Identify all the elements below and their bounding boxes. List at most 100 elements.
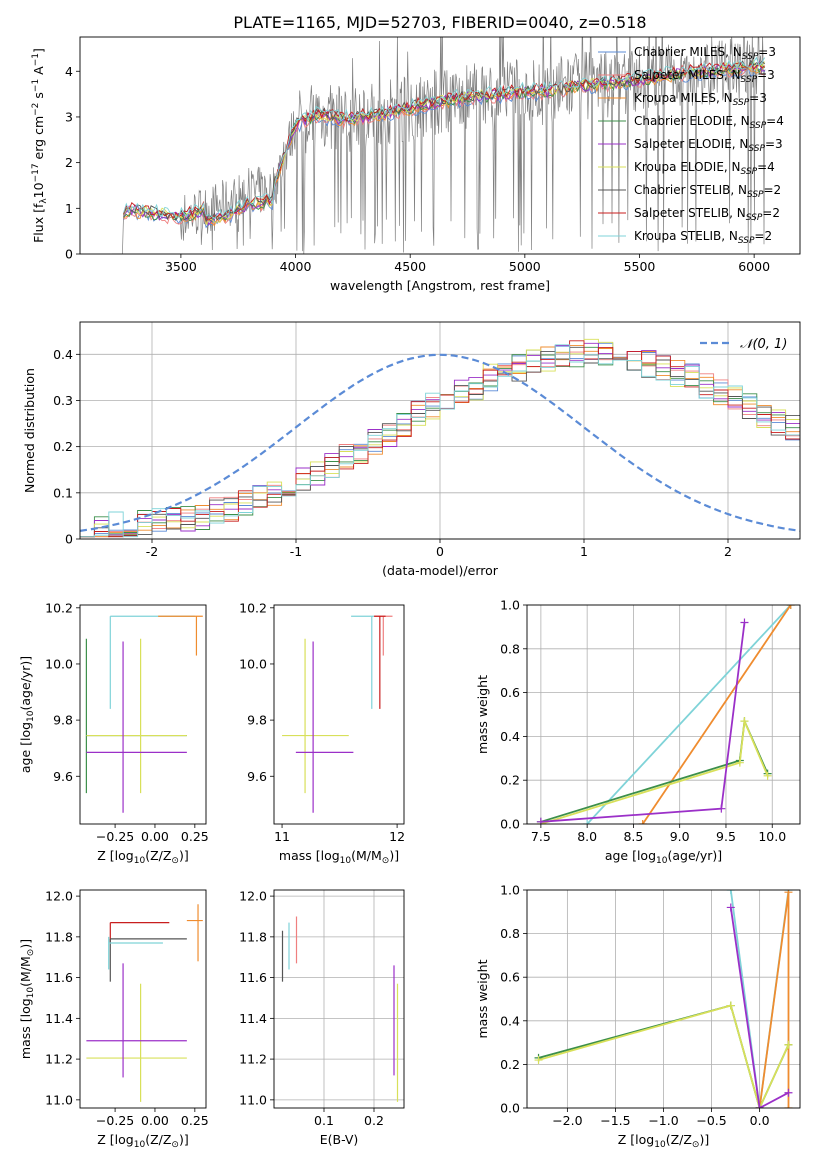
mass-weight-marker xyxy=(755,1104,764,1108)
axes-frame xyxy=(273,604,405,825)
legend-name: Kroupa ELODIE, N xyxy=(634,160,741,174)
reference-legend-label: 𝒩(0, 1) xyxy=(740,337,787,352)
legend-n: =2 xyxy=(764,183,782,197)
y-axis-label: mass weight xyxy=(475,959,490,1038)
x-tick-label: 0.00 xyxy=(141,829,169,844)
axes-mass-weight-vs-Z: −2.0 −1.5 −1.0 −0.5 0.0 0.0 0.2 0.4 0.6 0.8 1.0 Z [… xyxy=(475,883,801,1150)
y-tick-label: 0 xyxy=(65,247,73,262)
model-spectrum-line xyxy=(123,59,766,226)
mass-weight-line xyxy=(729,907,789,1108)
residual-histogram xyxy=(80,351,800,538)
x-tick-label: 0.25 xyxy=(181,1113,209,1128)
y-tick-label: 0.4 xyxy=(500,729,520,744)
x-axis-label: Z [log10(Z/Z⊙)] xyxy=(618,1132,709,1150)
legend-sub: SSP xyxy=(733,98,750,108)
y-tick-label: 0.8 xyxy=(500,926,520,941)
residual-histogram xyxy=(80,346,800,538)
y-tick-label: 11.2 xyxy=(45,1052,73,1067)
legend-n: =2 xyxy=(762,206,780,220)
y-tick-label: 0.0 xyxy=(500,1101,520,1116)
legend-n: =3 xyxy=(758,45,776,59)
legend-sub: SSP xyxy=(750,121,767,131)
label-part: (age/yr)] xyxy=(18,656,33,711)
x-tick-label: 10.0 xyxy=(758,829,786,844)
x-tick-label: 7.5 xyxy=(531,829,551,844)
x-axis-label: Z [log10(Z/Z⊙)] xyxy=(97,848,188,866)
x-tick-label: 0.0 xyxy=(750,1113,770,1128)
label-part: )] xyxy=(179,848,189,863)
mass-weight-line xyxy=(538,1004,790,1108)
mass-weight-marker xyxy=(735,758,744,767)
y-tick-label: 0.8 xyxy=(500,641,520,656)
y-tick-label: 10.2 xyxy=(239,600,267,615)
x-tick-label: 0 xyxy=(436,544,444,559)
y-tick-label: 0.6 xyxy=(500,685,520,700)
label-part: ] xyxy=(31,48,46,53)
y-tick-label: 0.4 xyxy=(53,347,73,362)
label-part: (M/M xyxy=(351,848,382,863)
label-part: ⊙ xyxy=(26,949,36,957)
label-part: ⊙ xyxy=(382,856,390,866)
y-tick-label: 0.3 xyxy=(53,393,73,408)
model-spectrum-line xyxy=(123,56,766,220)
residual-histogram xyxy=(80,342,800,538)
x-tick-label: 0.25 xyxy=(181,829,209,844)
x-tick-label: 0.00 xyxy=(141,1113,169,1128)
legend-sub: SSP xyxy=(738,236,755,246)
x-axis-label: mass [log10(M/M⊙)] xyxy=(279,848,399,866)
label-part: −1 xyxy=(31,79,41,92)
label-part: Z [log xyxy=(97,1132,133,1147)
legend-name: Salpeter STELIB, N xyxy=(634,206,746,220)
axes-residuals: -2 -1 0 1 2 0 0.1 0.2 0.3 0.4 (data-model)/error No… xyxy=(22,321,801,578)
y-axis-label: Flux [fλ10−17 erg cm−2 s−1 A−1] xyxy=(31,48,49,243)
legend-entry-label: Kroupa ELODIE, NSSP=4 xyxy=(634,160,775,177)
label-part: s xyxy=(31,92,46,103)
x-tick-label: -2 xyxy=(146,544,158,559)
plot-area xyxy=(86,904,203,1102)
legend-entry-label: Chabrier MILES, NSSP=3 xyxy=(634,45,776,62)
label-part: ⊙ xyxy=(692,1140,700,1150)
mass-weight-marker xyxy=(726,1001,735,1010)
legend-name: Salpeter MILES, N xyxy=(634,68,741,82)
y-tick-label: 11.6 xyxy=(45,970,73,985)
label-part: Flux [f xyxy=(31,203,46,243)
mass-weight-line xyxy=(586,605,792,824)
legend-sub: SSP xyxy=(741,75,758,85)
x-tick-label: 3500 xyxy=(165,259,197,274)
axes-frame xyxy=(79,889,207,1109)
mass-weight-marker xyxy=(784,890,793,897)
x-tick-label: −0.25 xyxy=(96,829,134,844)
legend-n: =3 xyxy=(765,137,783,151)
legend-entry-label: Kroupa STELIB, NSSP=2 xyxy=(634,229,772,246)
y-tick-label: 0.1 xyxy=(53,485,73,500)
y-tick-label: 0.2 xyxy=(500,773,520,788)
x-tick-label: 6000 xyxy=(738,259,770,274)
axes-frame xyxy=(273,889,405,1109)
y-tick-label: 4 xyxy=(65,64,73,79)
mass-weight-marker xyxy=(726,890,735,894)
plot-area xyxy=(112,37,766,254)
model-spectrum-line xyxy=(123,59,766,223)
residual-histogram xyxy=(80,344,800,538)
x-tick-label: 8.5 xyxy=(623,829,643,844)
x-tick-label: 2 xyxy=(724,544,732,559)
y-tick-label: 0 xyxy=(65,532,73,547)
y-axis-label: Normed distribution xyxy=(22,368,37,493)
legend-name: Chabrier ELODIE, N xyxy=(634,114,750,128)
x-tick-label: −0.5 xyxy=(696,1113,726,1128)
y-tick-label: 9.8 xyxy=(247,713,267,728)
mass-weight-marker xyxy=(717,804,726,813)
axes-mass-weight-vs-age: 7.5 8.0 8.5 9.0 9.5 10.0 0.0 0.2 0.4 0.6 0.8 1.0 age… xyxy=(475,598,801,866)
label-part: 10 xyxy=(134,1140,146,1150)
label-part: 10 xyxy=(134,856,146,866)
label-part: 10 xyxy=(26,987,36,999)
y-tick-label: 1.0 xyxy=(500,883,520,898)
y-tick-label: 1.0 xyxy=(500,598,520,613)
plot-area xyxy=(534,890,793,1108)
y-tick-label: 10.0 xyxy=(239,656,267,671)
legend-sub: SSP xyxy=(746,213,763,223)
legend-entry-label: Kroupa MILES, NSSP=3 xyxy=(634,91,767,108)
x-axis-label: age [log10(age/yr)] xyxy=(605,848,722,866)
label-part: 10 xyxy=(26,710,36,722)
